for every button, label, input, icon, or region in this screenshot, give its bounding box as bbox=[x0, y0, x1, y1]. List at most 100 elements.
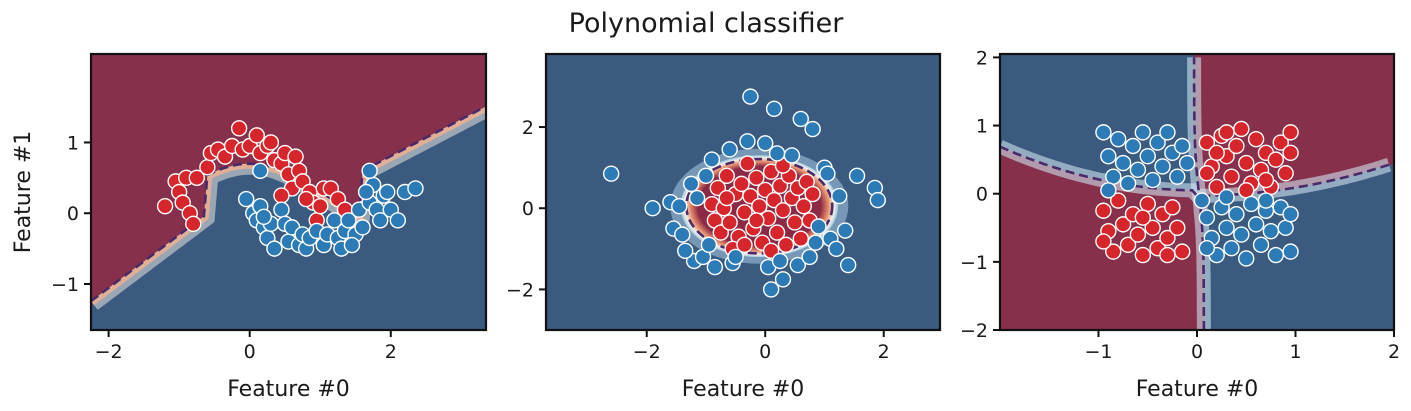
class0-point bbox=[757, 135, 774, 152]
class0-point bbox=[1124, 137, 1142, 155]
class1-point bbox=[156, 197, 174, 215]
class1-point bbox=[1218, 124, 1235, 141]
class0-point bbox=[1252, 236, 1270, 254]
class1-point bbox=[1105, 243, 1122, 260]
class0-point bbox=[792, 110, 809, 128]
class0-point bbox=[1262, 222, 1280, 240]
class0-point bbox=[340, 212, 357, 229]
class1-point bbox=[1198, 134, 1216, 151]
class1-point bbox=[1238, 154, 1255, 172]
class0-point bbox=[771, 252, 789, 270]
class0-point bbox=[1247, 216, 1265, 233]
class0-point bbox=[273, 201, 290, 218]
class0-point bbox=[1223, 240, 1240, 257]
class0-point bbox=[804, 120, 821, 138]
class1-point bbox=[736, 204, 753, 221]
class0-point bbox=[697, 167, 715, 184]
class0-point bbox=[1154, 158, 1171, 175]
class1-point bbox=[1139, 195, 1156, 213]
class1-point bbox=[739, 155, 756, 172]
class0-point bbox=[1228, 205, 1245, 223]
subplot-3: −1 0 1 2 −2 −1 0 1 2 Feature #0 bbox=[960, 47, 1400, 402]
x-axis-label: Feature #0 bbox=[1136, 377, 1259, 402]
class1-point bbox=[262, 134, 280, 151]
axes-frame bbox=[89, 52, 488, 332]
class0-point bbox=[602, 165, 620, 182]
class1-point bbox=[312, 197, 329, 215]
class1-point bbox=[768, 224, 786, 241]
class0-point bbox=[1218, 219, 1235, 236]
decision-boundary-horizontal bbox=[1000, 145, 1390, 197]
class0-point bbox=[674, 226, 691, 243]
class1-point bbox=[287, 148, 304, 165]
y-tick-label: 0 bbox=[67, 203, 79, 225]
class1-point bbox=[1223, 168, 1240, 185]
class1-point bbox=[1134, 246, 1152, 264]
class1-point bbox=[1109, 192, 1127, 209]
class1-point bbox=[718, 189, 735, 207]
y-tick-label: −2 bbox=[960, 320, 988, 342]
class0-point bbox=[810, 218, 827, 235]
class1-point bbox=[1272, 134, 1289, 151]
class1-point bbox=[248, 127, 265, 144]
class1-point bbox=[1228, 137, 1245, 155]
class1-region bbox=[91, 54, 486, 302]
class1-point bbox=[804, 185, 821, 203]
x-tick-label: −1 bbox=[1084, 341, 1112, 363]
class0-point bbox=[644, 200, 661, 217]
class0-point bbox=[1139, 148, 1156, 165]
class0-point bbox=[801, 248, 818, 266]
decision-regions-1 bbox=[91, 54, 486, 330]
class1-point bbox=[1282, 144, 1299, 162]
y-tick-label: 2 bbox=[522, 117, 534, 139]
class1-point bbox=[1233, 120, 1250, 138]
class0-point bbox=[869, 191, 886, 209]
x-tick-label: 0 bbox=[244, 341, 256, 363]
x-tick-label: 1 bbox=[1289, 341, 1301, 363]
class0-point bbox=[768, 145, 786, 162]
axes-frame bbox=[544, 52, 942, 332]
class1-point bbox=[718, 167, 735, 184]
class0-point bbox=[407, 180, 424, 197]
class0-point bbox=[1238, 250, 1255, 267]
class0-point bbox=[783, 147, 801, 164]
class0-point bbox=[848, 167, 866, 184]
class0-point bbox=[837, 222, 854, 239]
x-tick-label: 2 bbox=[1388, 341, 1400, 363]
class0-point bbox=[1218, 188, 1235, 206]
figure-title: Polynomial classifier bbox=[569, 8, 845, 39]
class0-point bbox=[789, 256, 807, 274]
class0-point bbox=[343, 236, 361, 254]
x-tick-label: 2 bbox=[385, 341, 397, 363]
class0-point bbox=[739, 133, 756, 150]
class0-point bbox=[703, 151, 721, 168]
class0-point bbox=[765, 100, 783, 117]
class0-point bbox=[1257, 192, 1275, 209]
class1-point bbox=[792, 230, 809, 247]
class0-point bbox=[1159, 124, 1176, 141]
class1-point bbox=[199, 159, 216, 176]
class0-point bbox=[671, 198, 688, 215]
class1-point bbox=[733, 175, 750, 193]
y-tick-label: 0 bbox=[976, 184, 988, 206]
class0-point bbox=[1282, 205, 1299, 223]
class1-point bbox=[742, 187, 759, 205]
class1-point bbox=[1164, 199, 1181, 216]
class0-point bbox=[819, 165, 836, 182]
class1-point bbox=[721, 214, 738, 231]
class0-point bbox=[677, 242, 694, 260]
subplot-1: −2 0 2 −1 0 1 Feature #0 Feature #1 bbox=[11, 52, 488, 402]
class1-point bbox=[1169, 219, 1186, 236]
class0-point bbox=[361, 162, 378, 179]
class1-point bbox=[297, 190, 315, 208]
y-tick-label: −1 bbox=[51, 274, 79, 296]
class0-point bbox=[266, 240, 283, 257]
class0-point bbox=[1100, 182, 1117, 199]
data-points-3 bbox=[1095, 120, 1299, 267]
class1-point bbox=[1257, 171, 1275, 189]
class0-point bbox=[237, 190, 255, 208]
class1-point bbox=[786, 214, 804, 231]
class1-point bbox=[1238, 182, 1255, 199]
class0-point bbox=[1198, 240, 1216, 257]
class1-point bbox=[1208, 144, 1225, 162]
